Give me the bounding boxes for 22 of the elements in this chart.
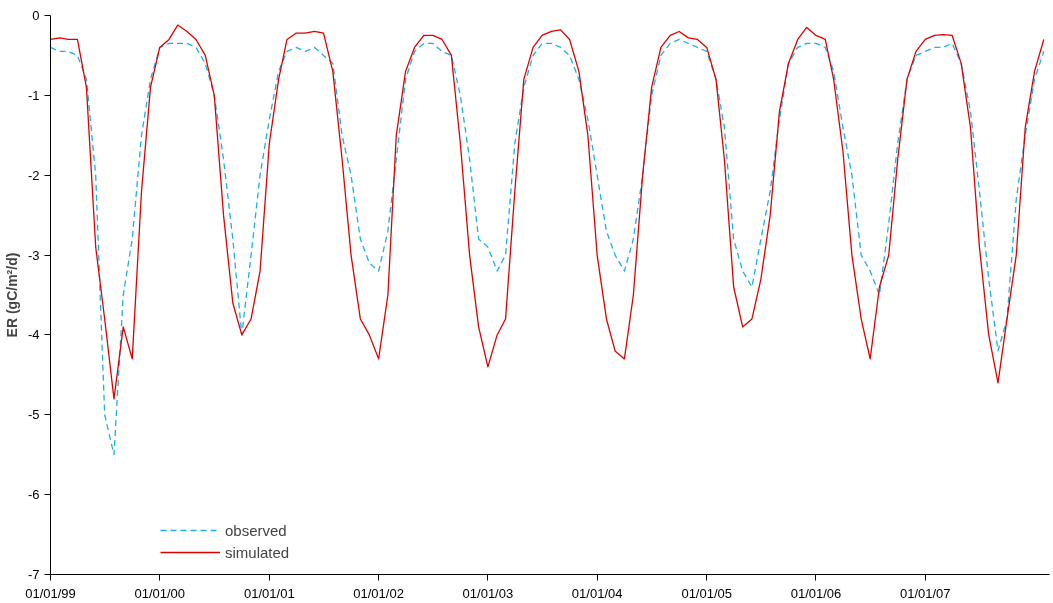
y-tick-label: -3 xyxy=(27,247,40,263)
x-tick-label: 01/01/03 xyxy=(462,585,514,601)
legend-label: observed xyxy=(225,521,287,539)
x-tick-label: 01/01/04 xyxy=(571,585,623,601)
x-tick-label: 01/01/02 xyxy=(353,585,404,601)
y-tick-label: -7 xyxy=(27,567,40,582)
y-tick-label: -5 xyxy=(27,407,40,423)
x-tick-label: 01/01/06 xyxy=(790,585,842,601)
x-tick-label: 01/01/00 xyxy=(134,585,186,601)
y-tick-label: -4 xyxy=(27,327,40,343)
x-tick-label: 01/01/05 xyxy=(681,585,733,601)
y-tick-label: -6 xyxy=(27,487,40,503)
x-tick-label: 01/01/01 xyxy=(244,585,295,601)
x-tick-label: 01/01/99 xyxy=(25,585,76,601)
line-series xyxy=(50,38,1045,456)
x-tick-label: 01/01/07 xyxy=(899,585,951,601)
y-tick-label: -2 xyxy=(27,167,40,183)
y-axis-title: ER (gC/m²/d) xyxy=(3,252,20,338)
y-tick-label: 0 xyxy=(32,8,40,23)
legend-label: simulated xyxy=(225,543,290,561)
y-tick-label: -1 xyxy=(27,87,40,103)
line-series xyxy=(50,24,1045,400)
